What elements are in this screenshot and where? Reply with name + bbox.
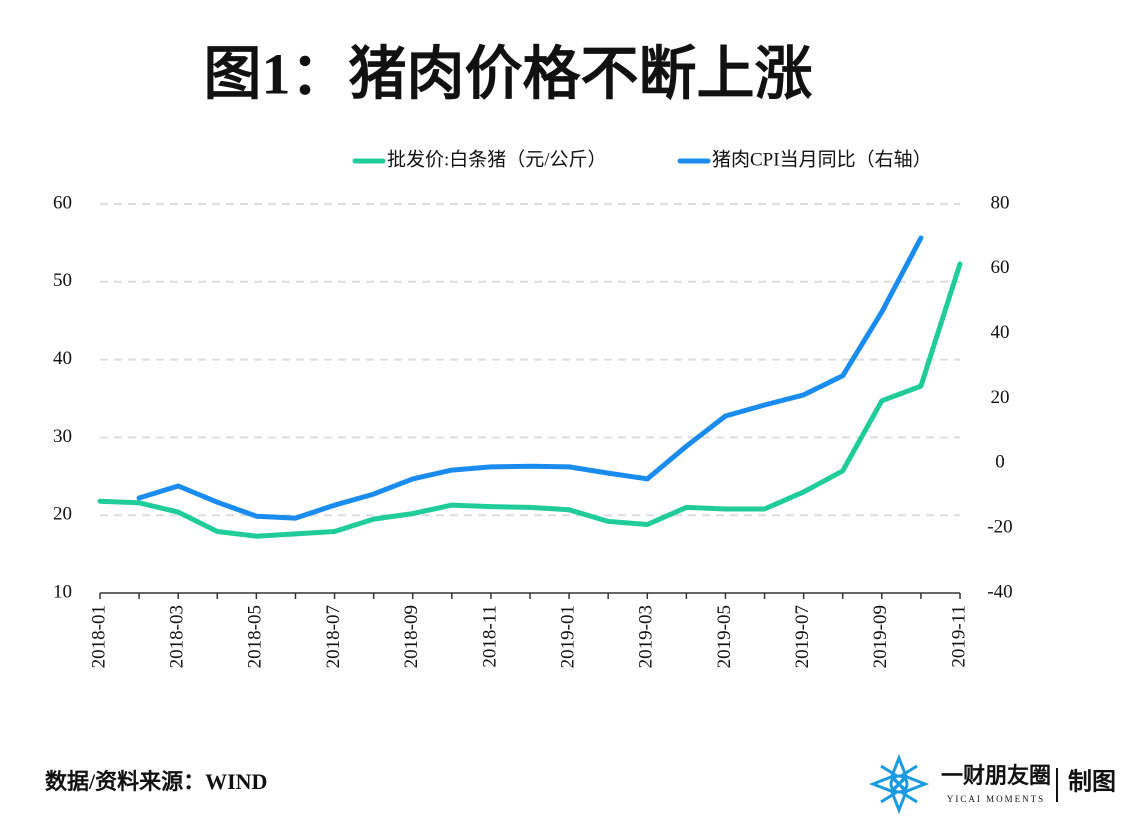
x-tick-label: 2019-11 [948,605,969,668]
y-tick-label: 50 [53,270,72,291]
y2-tick-label: 20 [991,387,1010,408]
series-line [97,261,963,539]
x-tick-label: 2018-03 [167,605,188,668]
chart-title: 图1：猪肉价格不断上涨 [203,41,812,106]
y2-tick-label: 60 [991,257,1010,278]
x-tick-label: 2018-01 [88,605,109,668]
brand-tag: 制图 [1068,769,1116,796]
legend-label: 批发价:白条猪（元/公斤） [387,148,607,170]
y2-tick-label: 0 [995,452,1005,473]
y2-tick-label: 40 [991,322,1010,343]
source: 数据/资料来源：WIND [45,769,267,794]
y-tick-label: 20 [53,504,72,525]
x-tick-label: 2019-05 [714,605,735,668]
y-tick-label: 60 [53,192,72,213]
y-tick-label: 40 [53,348,72,369]
y-tick-label: 10 [53,581,72,602]
y2-tick-label: -40 [987,581,1012,602]
brand-name: 一财朋友圈 [941,763,1051,788]
logo-icon [868,753,930,815]
x-tick-label: 2019-01 [557,605,578,668]
x-tick-label: 2018-07 [323,605,344,668]
x-tick-label: 2018-05 [245,605,266,668]
x-tick-label: 2019-03 [636,605,657,668]
series-line [136,235,924,521]
y2-tick-label: -20 [987,517,1012,538]
y2-tick-label: 80 [991,192,1010,213]
legend-label: 猪肉CPI当月同比（右轴） [712,148,932,170]
x-tick-label: 2018-11 [479,605,500,668]
x-tick-label: 2019-09 [870,605,891,668]
y-tick-label: 30 [53,426,72,447]
x-tick-label: 2019-07 [792,605,813,668]
brand-sub: YICAI MOMENTS [947,794,1045,804]
x-tick-label: 2018-09 [401,605,422,668]
